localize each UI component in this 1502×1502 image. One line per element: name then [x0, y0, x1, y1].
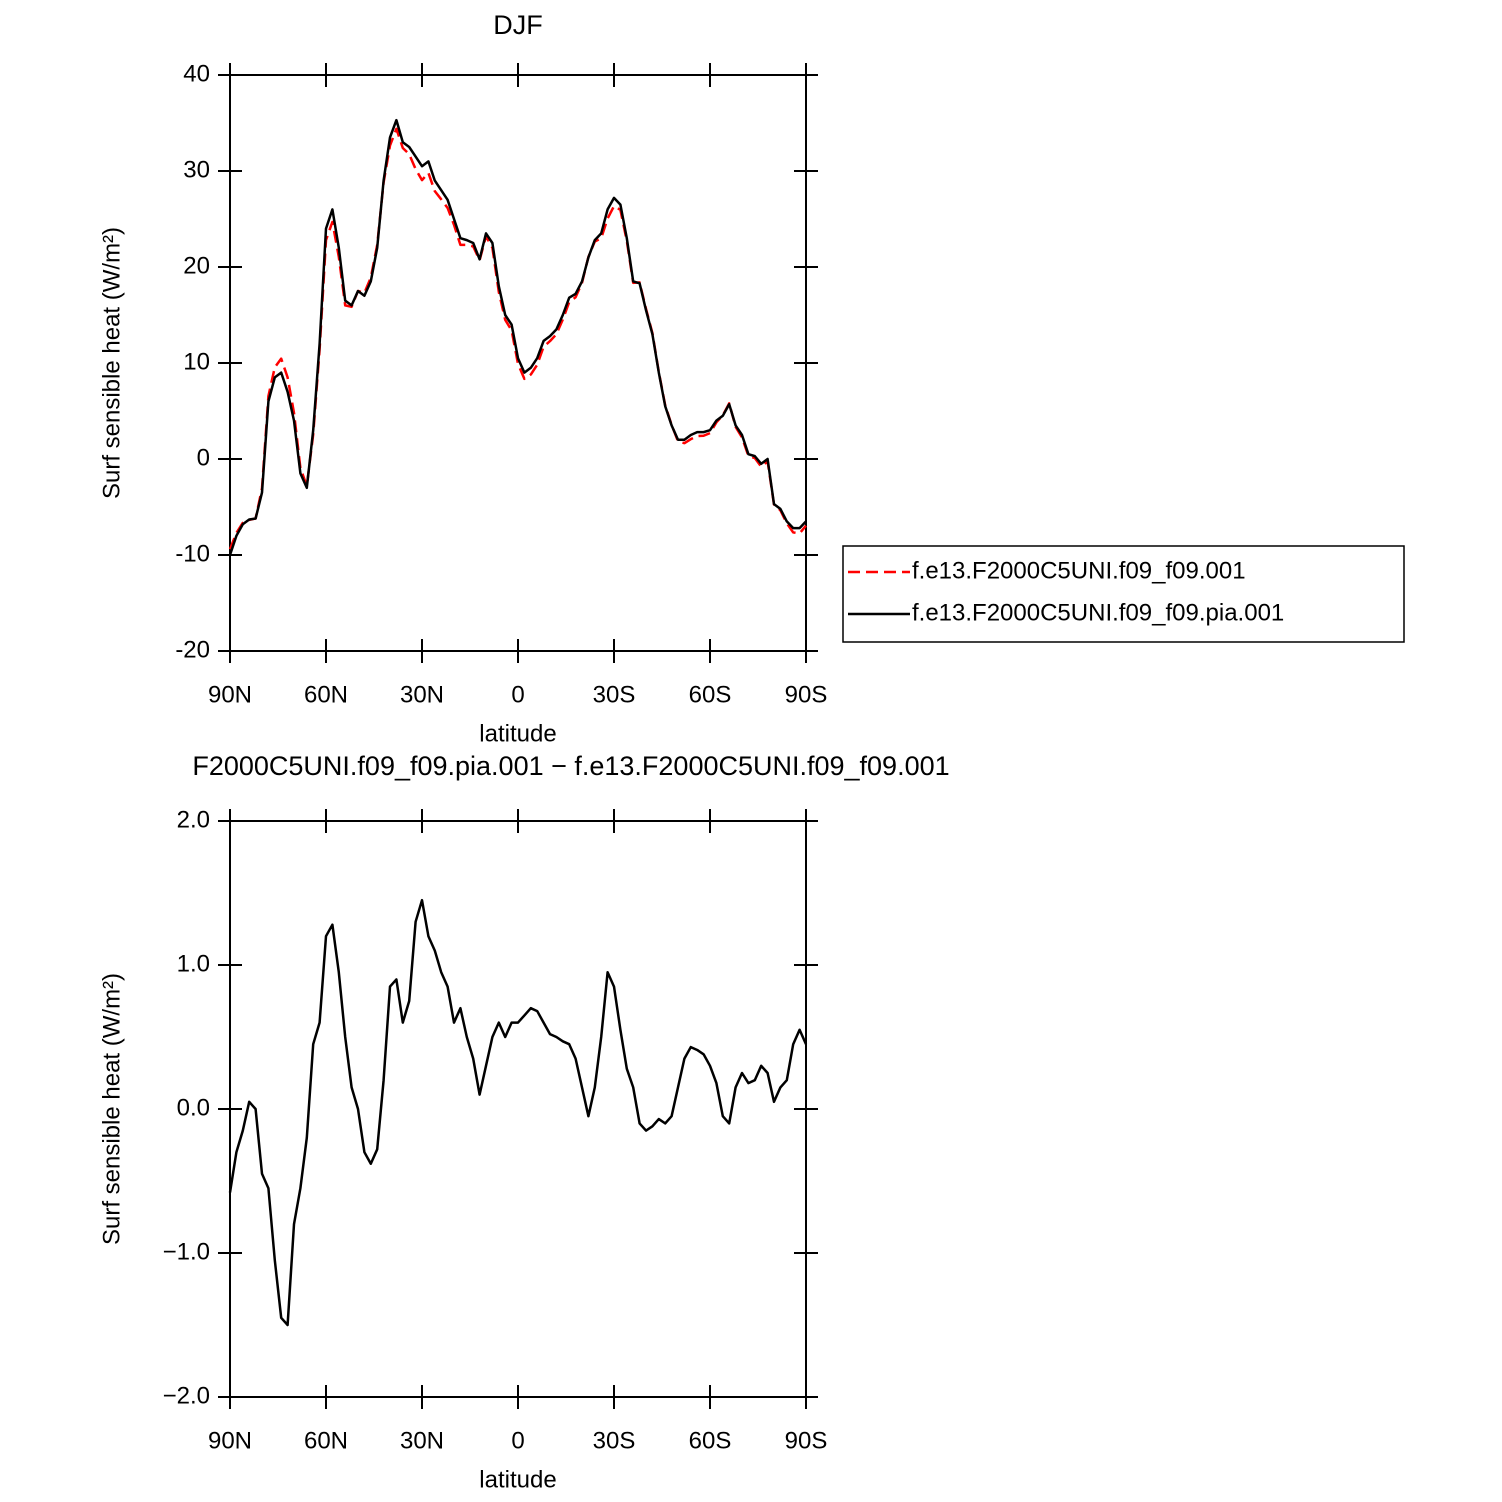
chart-title: DJF	[493, 10, 543, 40]
y-tick-label: 20	[183, 252, 210, 279]
y-tick-label: 30	[183, 156, 210, 183]
x-axis-label: latitude	[479, 720, 556, 747]
y-tick-label: 0.0	[177, 1094, 210, 1121]
x-tick-label: 90N	[208, 681, 252, 708]
y-tick-label: −1.0	[163, 1238, 210, 1265]
x-tick-label: 0	[511, 1427, 524, 1454]
data-line	[228, 127, 807, 550]
x-tick-label: 60N	[304, 681, 348, 708]
y-tick-label: -20	[175, 636, 210, 663]
y-axis-label: Surf sensible heat (W/m²)	[98, 227, 125, 499]
legend-box	[842, 545, 1405, 643]
plot-frame	[229, 820, 807, 1398]
y-axis-label: Surf sensible heat (W/m²)	[98, 973, 125, 1245]
x-tick-label: 60S	[689, 1427, 732, 1454]
x-tick-label: 90N	[208, 1427, 252, 1454]
y-tick-label: 0	[197, 444, 210, 471]
x-tick-label: 60S	[689, 681, 732, 708]
y-tick-label: 2.0	[177, 806, 210, 833]
plot-frame	[229, 74, 807, 652]
y-tick-label: 10	[183, 348, 210, 375]
y-tick-label: −2.0	[163, 1382, 210, 1409]
x-tick-label: 30N	[400, 681, 444, 708]
legend-label: f.e13.F2000C5UNI.f09_f09.pia.001	[912, 599, 1284, 626]
x-tick-label: 90S	[785, 681, 828, 708]
x-tick-label: 90S	[785, 1427, 828, 1454]
x-axis-label: latitude	[479, 1466, 556, 1493]
data-line	[228, 898, 808, 1327]
x-tick-label: 30S	[593, 681, 636, 708]
y-tick-label: 40	[183, 60, 210, 87]
x-tick-label: 0	[511, 681, 524, 708]
y-tick-label: 1.0	[177, 950, 210, 977]
y-tick-label: -10	[175, 540, 210, 567]
x-tick-label: 30N	[400, 1427, 444, 1454]
legend-label: f.e13.F2000C5UNI.f09_f09.001	[912, 557, 1246, 584]
x-tick-label: 30S	[593, 1427, 636, 1454]
x-tick-label: 60N	[304, 1427, 348, 1454]
chart-title: F2000C5UNI.f09_f09.pia.001 − f.e13.F2000…	[192, 751, 949, 781]
data-line	[228, 118, 807, 556]
